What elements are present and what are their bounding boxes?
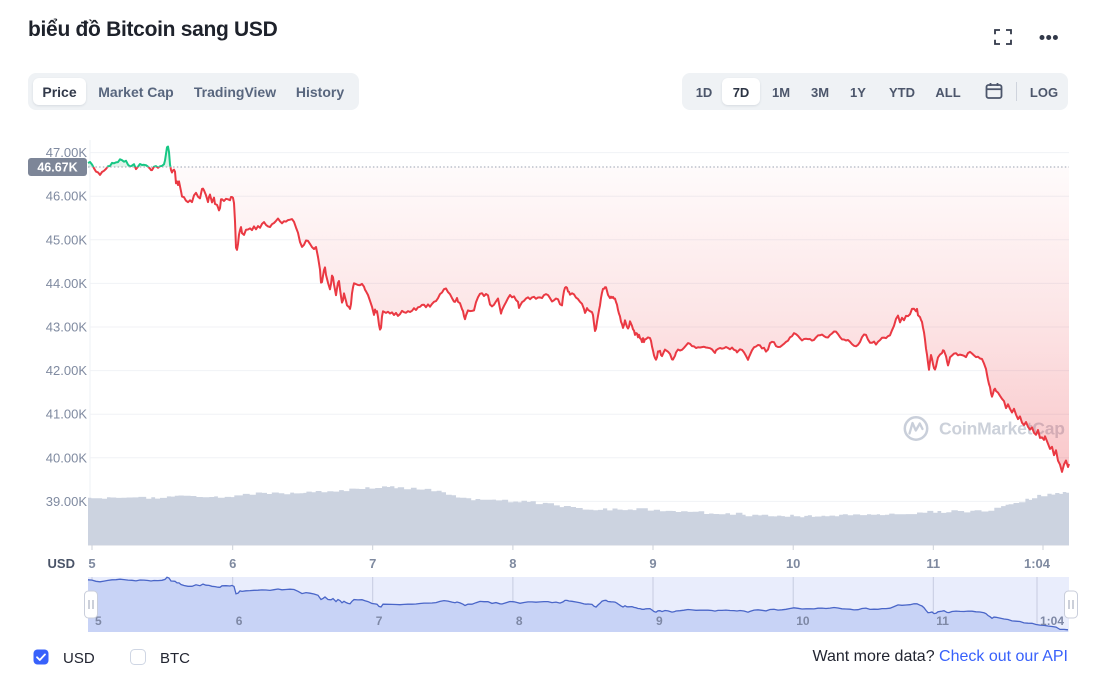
svg-text:8: 8 — [516, 614, 523, 628]
svg-text:1:04: 1:04 — [1024, 556, 1051, 571]
svg-text:8: 8 — [509, 556, 516, 571]
svg-text:6: 6 — [236, 614, 243, 628]
svg-text:5: 5 — [95, 614, 102, 628]
svg-text:44.00K: 44.00K — [46, 276, 88, 291]
svg-text:5: 5 — [88, 556, 95, 571]
svg-text:6: 6 — [229, 556, 236, 571]
svg-text:42.00K: 42.00K — [46, 363, 88, 378]
svg-text:43.00K: 43.00K — [46, 320, 88, 335]
svg-text:USD: USD — [48, 556, 75, 571]
svg-text:39.00K: 39.00K — [46, 494, 88, 509]
svg-text:7: 7 — [369, 556, 376, 571]
svg-text:46.00K: 46.00K — [46, 189, 88, 204]
svg-text:40.00K: 40.00K — [46, 450, 88, 465]
svg-text:10: 10 — [796, 614, 810, 628]
svg-text:11: 11 — [936, 614, 949, 628]
svg-text:7: 7 — [376, 614, 383, 628]
svg-text:9: 9 — [656, 614, 663, 628]
svg-text:47.00K: 47.00K — [46, 145, 88, 160]
svg-text:10: 10 — [786, 556, 800, 571]
svg-text:9: 9 — [649, 556, 656, 571]
svg-text:41.00K: 41.00K — [46, 407, 88, 422]
svg-text:46.67K: 46.67K — [37, 161, 77, 175]
svg-text:45.00K: 45.00K — [46, 232, 88, 247]
svg-text:1:04: 1:04 — [1040, 614, 1064, 628]
svg-text:11: 11 — [926, 556, 940, 571]
